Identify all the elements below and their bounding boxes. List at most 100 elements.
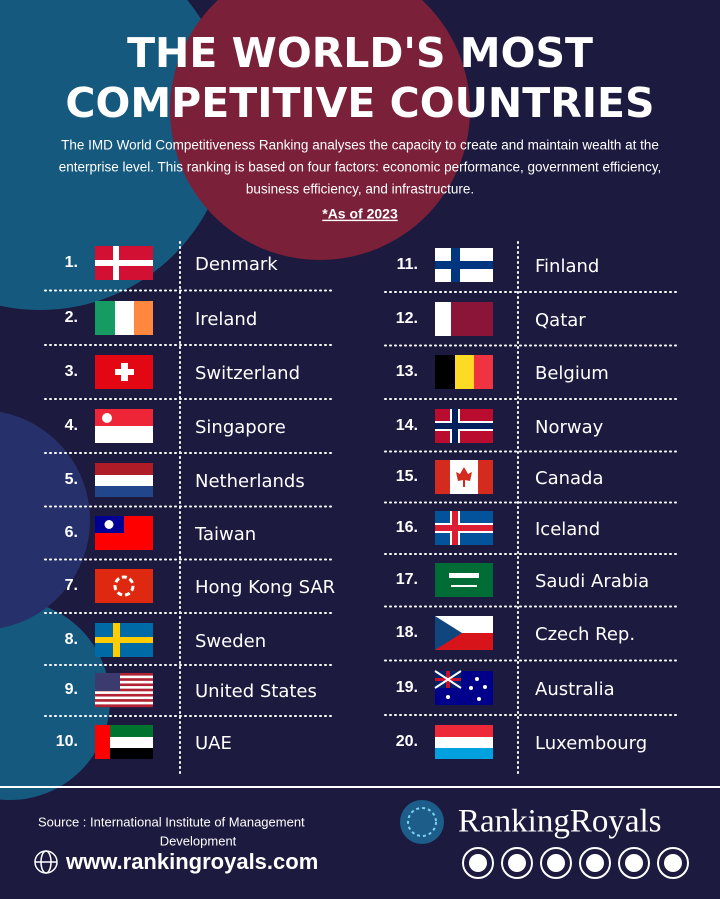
bg-circle	[0, 0, 230, 310]
flag-part	[455, 355, 474, 389]
flag-part	[95, 748, 153, 759]
flag-part	[435, 748, 493, 759]
country: United States	[195, 681, 317, 702]
flag-part	[478, 460, 493, 494]
social-icon-inner	[547, 854, 565, 872]
flag-part	[474, 355, 493, 389]
description: business efficiency, and infrastructure.	[246, 182, 474, 197]
flag	[95, 516, 153, 550]
social-icon[interactable]	[462, 847, 494, 879]
flag-part	[95, 673, 153, 676]
flag	[434, 670, 493, 705]
globe-icon	[34, 850, 58, 874]
flag-part	[435, 737, 493, 748]
social-icon[interactable]	[540, 847, 572, 879]
country: Ireland	[195, 309, 257, 330]
social-icon-inner	[469, 854, 487, 872]
flag-part	[104, 520, 114, 529]
flag-part	[435, 616, 462, 650]
rank: 15.	[396, 468, 418, 485]
flag	[435, 511, 493, 545]
flag	[435, 460, 493, 494]
flag-part	[102, 413, 112, 423]
country: Taiwan	[194, 524, 256, 545]
country: Luxembourg	[535, 733, 647, 754]
source: Source : International Institute of Mana…	[38, 814, 305, 829]
rank: 20.	[396, 733, 418, 750]
country: Belgium	[535, 363, 609, 384]
flag-part	[435, 563, 493, 597]
website[interactable]: www.rankingroyals.com	[65, 849, 318, 874]
flag-part	[95, 486, 153, 497]
rank: 19.	[396, 679, 418, 696]
social-icon[interactable]	[618, 847, 650, 879]
country: Denmark	[195, 254, 278, 275]
flag-part	[95, 675, 153, 679]
flag-part	[95, 704, 153, 708]
flag-part	[435, 725, 493, 737]
rank: 11.	[397, 256, 418, 273]
description: The IMD World Competitiveness Ranking an…	[61, 138, 659, 153]
rank: 9.	[65, 681, 78, 698]
rank: 17.	[396, 571, 418, 588]
bg-circle	[0, 411, 90, 629]
flag-part	[435, 261, 493, 269]
rank: 14.	[396, 417, 418, 434]
flag-part	[434, 670, 462, 689]
flag	[435, 248, 493, 282]
bg-circle	[0, 600, 110, 800]
flag	[95, 569, 153, 603]
flag	[435, 302, 493, 336]
note: *As of 2023	[322, 206, 398, 222]
rank: 16.	[396, 519, 418, 536]
rank: 8.	[65, 631, 78, 648]
rank: 12.	[396, 310, 418, 327]
rank: 7.	[65, 577, 78, 594]
brand-logo	[400, 800, 444, 844]
flag-part	[483, 685, 487, 689]
flag	[95, 623, 153, 657]
rank: 4.	[65, 417, 78, 434]
flag-part	[95, 737, 153, 748]
country: Hong Kong SAR	[195, 577, 335, 598]
flag-part	[95, 475, 153, 486]
flag-part	[95, 678, 153, 682]
social-icon[interactable]	[657, 847, 689, 879]
flag-part	[95, 680, 153, 684]
flag-part	[95, 699, 153, 702]
country: UAE	[195, 733, 232, 754]
flag	[95, 409, 153, 443]
country: Canada	[535, 468, 604, 489]
flag-part	[95, 426, 153, 443]
flag-part	[449, 573, 479, 578]
flag	[95, 246, 153, 280]
social-icon[interactable]	[579, 847, 611, 879]
rank: 13.	[396, 363, 418, 380]
country: Czech Rep.	[535, 624, 635, 645]
flag-part	[451, 585, 477, 587]
flag-part	[95, 686, 153, 689]
country: Australia	[535, 679, 615, 700]
flag	[435, 616, 493, 650]
rank: 10.	[56, 733, 78, 750]
flag-part	[95, 463, 153, 475]
flag-part	[95, 725, 110, 759]
flag-part	[95, 569, 153, 603]
country: Netherlands	[195, 471, 305, 492]
flag-part	[95, 637, 153, 643]
description: enterprise level. This ranking is based …	[59, 160, 662, 175]
country: Norway	[535, 417, 604, 438]
flag	[95, 301, 153, 335]
title: COMPETITIVE COUNTRIES	[65, 79, 654, 127]
social-icon[interactable]	[501, 847, 533, 879]
flag	[95, 673, 153, 708]
flag-part	[435, 355, 455, 389]
rank: 18.	[396, 624, 418, 641]
rank: 6.	[65, 524, 78, 541]
country: Sweden	[195, 631, 266, 652]
flag	[435, 563, 493, 597]
flag	[95, 355, 153, 389]
country: Saudi Arabia	[535, 571, 649, 592]
country: Singapore	[195, 417, 286, 438]
